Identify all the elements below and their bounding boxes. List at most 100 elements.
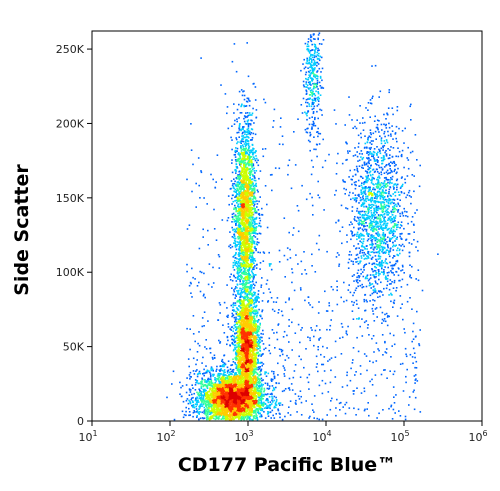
data-point bbox=[217, 403, 220, 405]
data-point bbox=[234, 362, 236, 364]
data-point bbox=[248, 372, 250, 375]
data-point bbox=[253, 302, 256, 304]
data-point bbox=[240, 321, 242, 323]
data-point bbox=[248, 398, 251, 400]
data-point bbox=[238, 416, 240, 418]
data-point bbox=[267, 393, 269, 395]
data-point bbox=[234, 405, 236, 408]
data-point bbox=[249, 393, 252, 395]
data-point bbox=[216, 384, 219, 386]
data-point bbox=[269, 404, 272, 407]
data-point bbox=[258, 404, 260, 407]
data-point bbox=[260, 409, 262, 412]
data-point bbox=[225, 402, 228, 405]
data-point bbox=[253, 360, 256, 362]
data-point bbox=[269, 411, 272, 414]
data-point bbox=[235, 377, 237, 379]
data-point bbox=[252, 324, 254, 327]
data-point bbox=[212, 391, 214, 394]
data-point bbox=[239, 324, 241, 327]
data-point bbox=[243, 311, 246, 313]
data-point bbox=[212, 409, 215, 412]
data-point bbox=[260, 355, 262, 357]
data-point bbox=[240, 339, 242, 342]
data-point bbox=[196, 381, 198, 384]
data-point bbox=[258, 368, 261, 370]
data-point bbox=[194, 379, 197, 381]
data-point bbox=[205, 405, 207, 408]
data-point bbox=[230, 414, 232, 416]
data-point bbox=[251, 292, 253, 295]
data-point bbox=[218, 410, 221, 412]
data-point bbox=[238, 360, 240, 363]
data-point bbox=[201, 380, 203, 382]
data-point bbox=[253, 324, 256, 326]
data-point bbox=[254, 390, 256, 393]
data-point bbox=[182, 400, 185, 403]
data-point bbox=[259, 415, 261, 418]
data-point bbox=[195, 411, 198, 413]
data-point bbox=[248, 282, 250, 284]
data-point bbox=[249, 397, 252, 400]
data-point bbox=[244, 360, 247, 363]
data-point bbox=[213, 404, 215, 406]
data-point bbox=[229, 378, 231, 380]
data-point bbox=[218, 389, 220, 391]
data-point bbox=[232, 343, 235, 346]
data-point bbox=[259, 324, 261, 326]
data-point bbox=[250, 335, 252, 337]
data-point bbox=[217, 392, 220, 394]
data-point bbox=[234, 388, 236, 390]
data-point bbox=[259, 408, 261, 410]
data-point bbox=[247, 401, 249, 403]
data-point bbox=[224, 411, 227, 414]
data-point bbox=[255, 378, 258, 381]
data-point bbox=[273, 388, 276, 391]
data-point bbox=[207, 413, 209, 416]
data-point bbox=[238, 385, 240, 388]
data-point bbox=[243, 403, 245, 405]
data-point bbox=[216, 377, 218, 380]
data-point bbox=[253, 402, 255, 405]
data-point bbox=[246, 336, 249, 338]
data-point bbox=[232, 302, 235, 304]
data-point bbox=[242, 339, 245, 342]
data-point bbox=[238, 400, 241, 403]
data-point bbox=[207, 400, 210, 403]
data-point bbox=[243, 394, 245, 396]
data-point bbox=[267, 401, 270, 404]
data-point bbox=[237, 315, 240, 317]
data-point bbox=[200, 397, 203, 399]
data-point bbox=[235, 375, 237, 378]
data-point bbox=[236, 311, 238, 314]
data-point bbox=[197, 412, 200, 414]
data-point bbox=[231, 415, 234, 418]
data-point bbox=[244, 401, 246, 404]
data-point bbox=[224, 390, 227, 392]
data-point bbox=[244, 323, 247, 325]
data-point bbox=[232, 314, 235, 316]
data-point bbox=[201, 381, 203, 383]
data-point bbox=[213, 405, 216, 407]
data-point bbox=[244, 414, 247, 416]
data-point bbox=[251, 355, 254, 357]
data-point bbox=[254, 409, 256, 412]
data-point bbox=[243, 379, 246, 382]
data-point bbox=[246, 339, 249, 341]
data-point bbox=[253, 305, 256, 308]
data-point bbox=[246, 379, 248, 382]
data-point bbox=[222, 409, 224, 411]
data-point bbox=[247, 406, 249, 408]
data-point bbox=[260, 383, 263, 385]
data-point bbox=[252, 332, 254, 334]
data-point bbox=[253, 340, 256, 342]
data-point bbox=[263, 411, 265, 413]
data-point bbox=[201, 417, 204, 419]
data-point bbox=[230, 378, 233, 381]
data-point bbox=[208, 404, 210, 406]
data-point bbox=[218, 384, 221, 387]
data-point bbox=[236, 399, 238, 401]
data-point bbox=[226, 376, 229, 379]
data-point bbox=[227, 388, 229, 390]
data-point bbox=[208, 418, 211, 421]
